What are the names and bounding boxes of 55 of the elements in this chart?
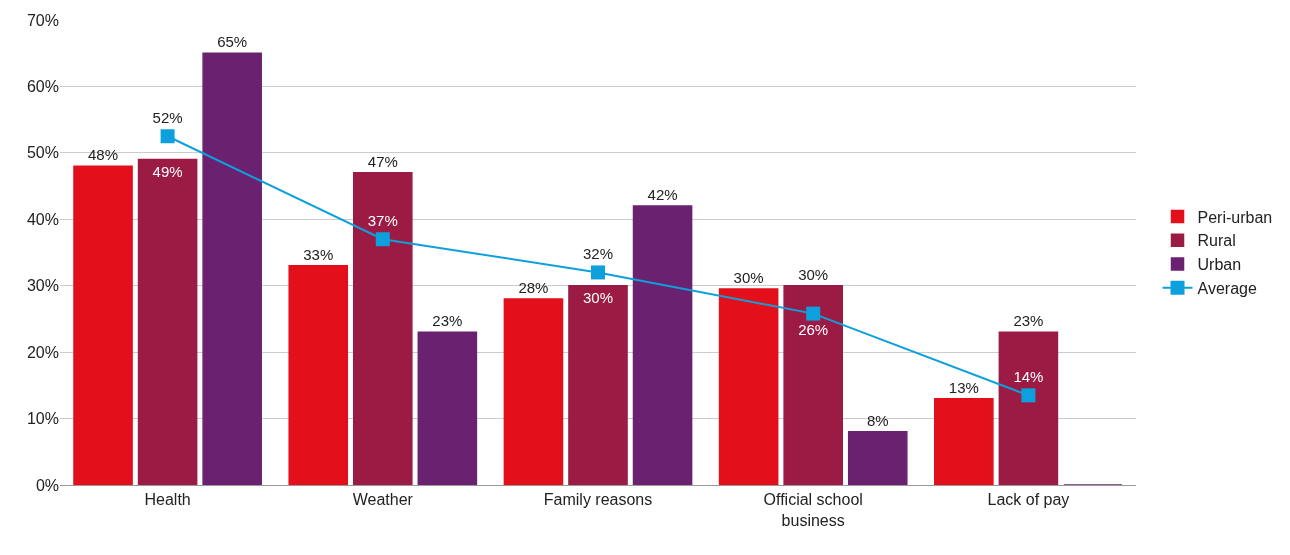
data-label: 42% [647, 186, 678, 203]
bar [202, 52, 262, 485]
bar [288, 265, 349, 485]
x-tick-label: Lack of pay [987, 491, 1070, 509]
point [375, 232, 390, 247]
data-label: 8% [866, 411, 889, 429]
point [591, 265, 605, 280]
bar [934, 397, 994, 485]
y-tick-label: 10% [26, 410, 59, 428]
bar [503, 298, 564, 485]
data-label: 48% [88, 146, 119, 164]
bar [847, 431, 908, 485]
point [160, 129, 175, 144]
y-tick-label: 40% [26, 210, 59, 228]
y-tick-label: 70% [26, 11, 59, 29]
bar [632, 205, 693, 485]
bar [718, 288, 779, 485]
x-tick-label: Official school business [763, 491, 863, 529]
data-label: 65% [217, 33, 248, 51]
legend-label: Urban [1197, 256, 1242, 274]
y-tick-label: 50% [26, 144, 59, 162]
data-label: 13% [948, 378, 979, 396]
data-label: 52% [152, 108, 183, 126]
bar [417, 331, 478, 485]
data-label: 30% [798, 265, 829, 283]
point [1021, 388, 1036, 403]
y-tick-label: 60% [26, 78, 59, 96]
x-tick-label: Family reasons [543, 491, 653, 509]
data-label: 14% [1013, 367, 1044, 385]
bar [353, 172, 413, 485]
y-tick-label: 20% [26, 343, 59, 361]
point [806, 306, 821, 321]
bar [783, 284, 843, 485]
x-tick-label: Weather [352, 491, 414, 509]
y-tick-label: 30% [26, 277, 59, 295]
data-label: 23% [432, 312, 463, 330]
data-label: 47% [367, 152, 398, 170]
data-label: 32% [582, 244, 614, 262]
bar [998, 331, 1059, 485]
y-tick-label: 0% [35, 476, 59, 494]
data-label: 33% [303, 245, 334, 263]
legend-label: Average [1197, 280, 1257, 298]
data-label: 23% [1013, 312, 1044, 330]
bar [137, 158, 198, 485]
data-label: 30% [733, 269, 764, 287]
bar [568, 284, 628, 485]
legend-label: Peri-urban [1197, 208, 1273, 226]
data-label: 26% [798, 320, 829, 338]
data-label: 30% [582, 288, 614, 306]
data-label: 49% [152, 162, 183, 180]
bar [73, 165, 133, 485]
legend-label: Rural [1197, 232, 1236, 250]
data-label: 37% [367, 211, 398, 229]
x-tick-label: Health [144, 491, 191, 509]
data-label: 28% [518, 279, 549, 296]
